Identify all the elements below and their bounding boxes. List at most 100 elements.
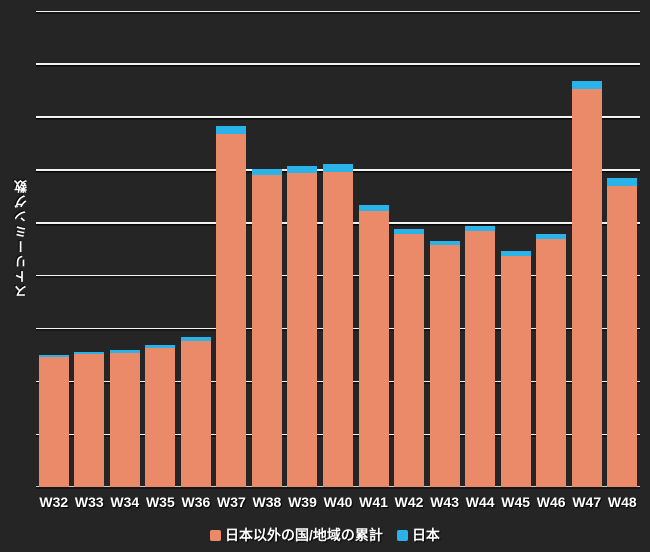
bar-segment-other-countries [607, 185, 638, 487]
y-axis-label: ストリーミング数 [14, 178, 29, 298]
bar-slot-w47 [569, 11, 605, 487]
bar-slot-w36 [178, 11, 214, 487]
bar-w35[interactable] [145, 345, 176, 487]
bar-w39[interactable] [287, 165, 318, 487]
plot-area [36, 10, 640, 487]
legend-item-other-countries: 日本以外の国/地域の累計 [210, 525, 383, 545]
bar-w44[interactable] [465, 226, 496, 487]
x-tick-label-w37: W37 [217, 494, 246, 510]
legend-swatch-japan [396, 529, 408, 541]
x-tick-label-w43: W43 [430, 494, 459, 510]
bar-slot-w41 [356, 11, 392, 487]
bar-segment-other-countries [287, 173, 318, 487]
x-axis-labels: W32 W33 W34 W35 W36 W37 W38 W39 W40 W41 W42 W43 W44 W… [36, 494, 640, 510]
bar-slot-w45 [498, 11, 534, 487]
bar-segment-japan [358, 205, 389, 211]
bar-segment-other-countries [536, 238, 567, 487]
x-tick-label-w45: W45 [501, 494, 531, 510]
bar-segment-other-countries [358, 210, 389, 487]
x-tick-label-w35: W35 [145, 494, 175, 510]
bar-slot-w35 [143, 11, 179, 487]
bar-slot-w37 [214, 11, 250, 487]
bar-segment-japan [536, 234, 567, 239]
bar-w33[interactable] [74, 351, 105, 487]
legend-item-japan: 日本 [396, 525, 440, 545]
bar-w34[interactable] [109, 350, 140, 487]
bar-segment-japan [287, 165, 318, 174]
bar-segment-japan [216, 126, 247, 134]
bar-segment-other-countries [323, 171, 354, 487]
bar-segment-japan [323, 163, 354, 172]
bar-w43[interactable] [429, 240, 460, 487]
bar-slot-w34 [107, 11, 143, 487]
bar-w45[interactable] [500, 251, 531, 487]
legend: 日本以外の国/地域の累計 日本 [0, 525, 650, 545]
bar-slot-w46 [533, 11, 569, 487]
bar-slot-w40 [320, 11, 356, 487]
bar-segment-japan [74, 351, 105, 355]
gridline [36, 63, 640, 65]
bar-segment-other-countries [251, 174, 282, 487]
bar-w32[interactable] [38, 354, 69, 487]
bar-segment-japan [251, 169, 282, 175]
bars-container [36, 11, 640, 487]
bar-slot-w48 [605, 11, 641, 487]
bar-segment-japan [38, 354, 69, 357]
bar-segment-other-countries [394, 234, 425, 487]
bar-segment-other-countries [216, 133, 247, 487]
bar-segment-other-countries [145, 347, 176, 487]
bar-slot-w33 [72, 11, 108, 487]
bar-segment-other-countries [429, 245, 460, 487]
bar-segment-other-countries [180, 340, 211, 487]
bar-segment-other-countries [38, 356, 69, 487]
bar-slot-w43 [427, 11, 463, 487]
bar-segment-other-countries [465, 231, 496, 487]
x-tick-label-w33: W33 [74, 494, 104, 510]
bar-w46[interactable] [536, 234, 567, 487]
bar-segment-japan [145, 345, 176, 348]
bar-segment-japan [571, 80, 602, 89]
bar-segment-other-countries [500, 255, 531, 487]
bar-slot-w38 [249, 11, 285, 487]
gridline [36, 116, 640, 118]
legend-label-japan: 日本 [411, 527, 440, 543]
legend-label-other-countries: 日本以外の国/地域の累計 [225, 527, 383, 543]
x-tick-label-w34: W34 [110, 494, 140, 510]
bar-w47[interactable] [571, 80, 602, 487]
bar-segment-other-countries [109, 352, 140, 487]
bar-segment-japan [465, 226, 496, 232]
bar-w38[interactable] [251, 169, 282, 487]
bar-segment-japan [607, 177, 638, 186]
x-tick-label-w40: W40 [323, 494, 353, 510]
x-tick-label-w42: W42 [394, 494, 424, 510]
bar-segment-japan [394, 229, 425, 235]
x-tick-label-w41: W41 [359, 494, 388, 510]
bar-w40[interactable] [323, 163, 354, 487]
x-tick-label-w39: W39 [288, 494, 317, 510]
bar-w37[interactable] [216, 126, 247, 487]
bar-slot-w42 [391, 11, 427, 487]
bar-slot-w32 [36, 11, 72, 487]
bar-segment-japan [180, 337, 211, 341]
bar-segment-other-countries [74, 354, 105, 487]
x-tick-label-w44: W44 [465, 494, 495, 510]
bar-slot-w44 [462, 11, 498, 487]
x-tick-label-w46: W46 [536, 494, 566, 510]
bar-w42[interactable] [394, 229, 425, 487]
bar-slot-w39 [285, 11, 321, 487]
x-tick-label-w47: W47 [572, 494, 602, 510]
bar-segment-japan [109, 350, 140, 353]
x-tick-label-w32: W32 [39, 494, 69, 510]
bar-segment-japan [429, 240, 460, 246]
bar-segment-other-countries [571, 88, 602, 487]
gridline [36, 10, 640, 12]
x-tick-label-w48: W48 [607, 494, 637, 510]
bar-segment-japan [500, 251, 531, 256]
legend-swatch-other-countries [210, 529, 222, 541]
bar-w36[interactable] [180, 337, 211, 487]
bar-w41[interactable] [358, 205, 389, 487]
x-tick-label-w36: W36 [181, 494, 211, 510]
x-tick-label-w38: W38 [252, 494, 282, 510]
bar-w48[interactable] [607, 177, 638, 487]
